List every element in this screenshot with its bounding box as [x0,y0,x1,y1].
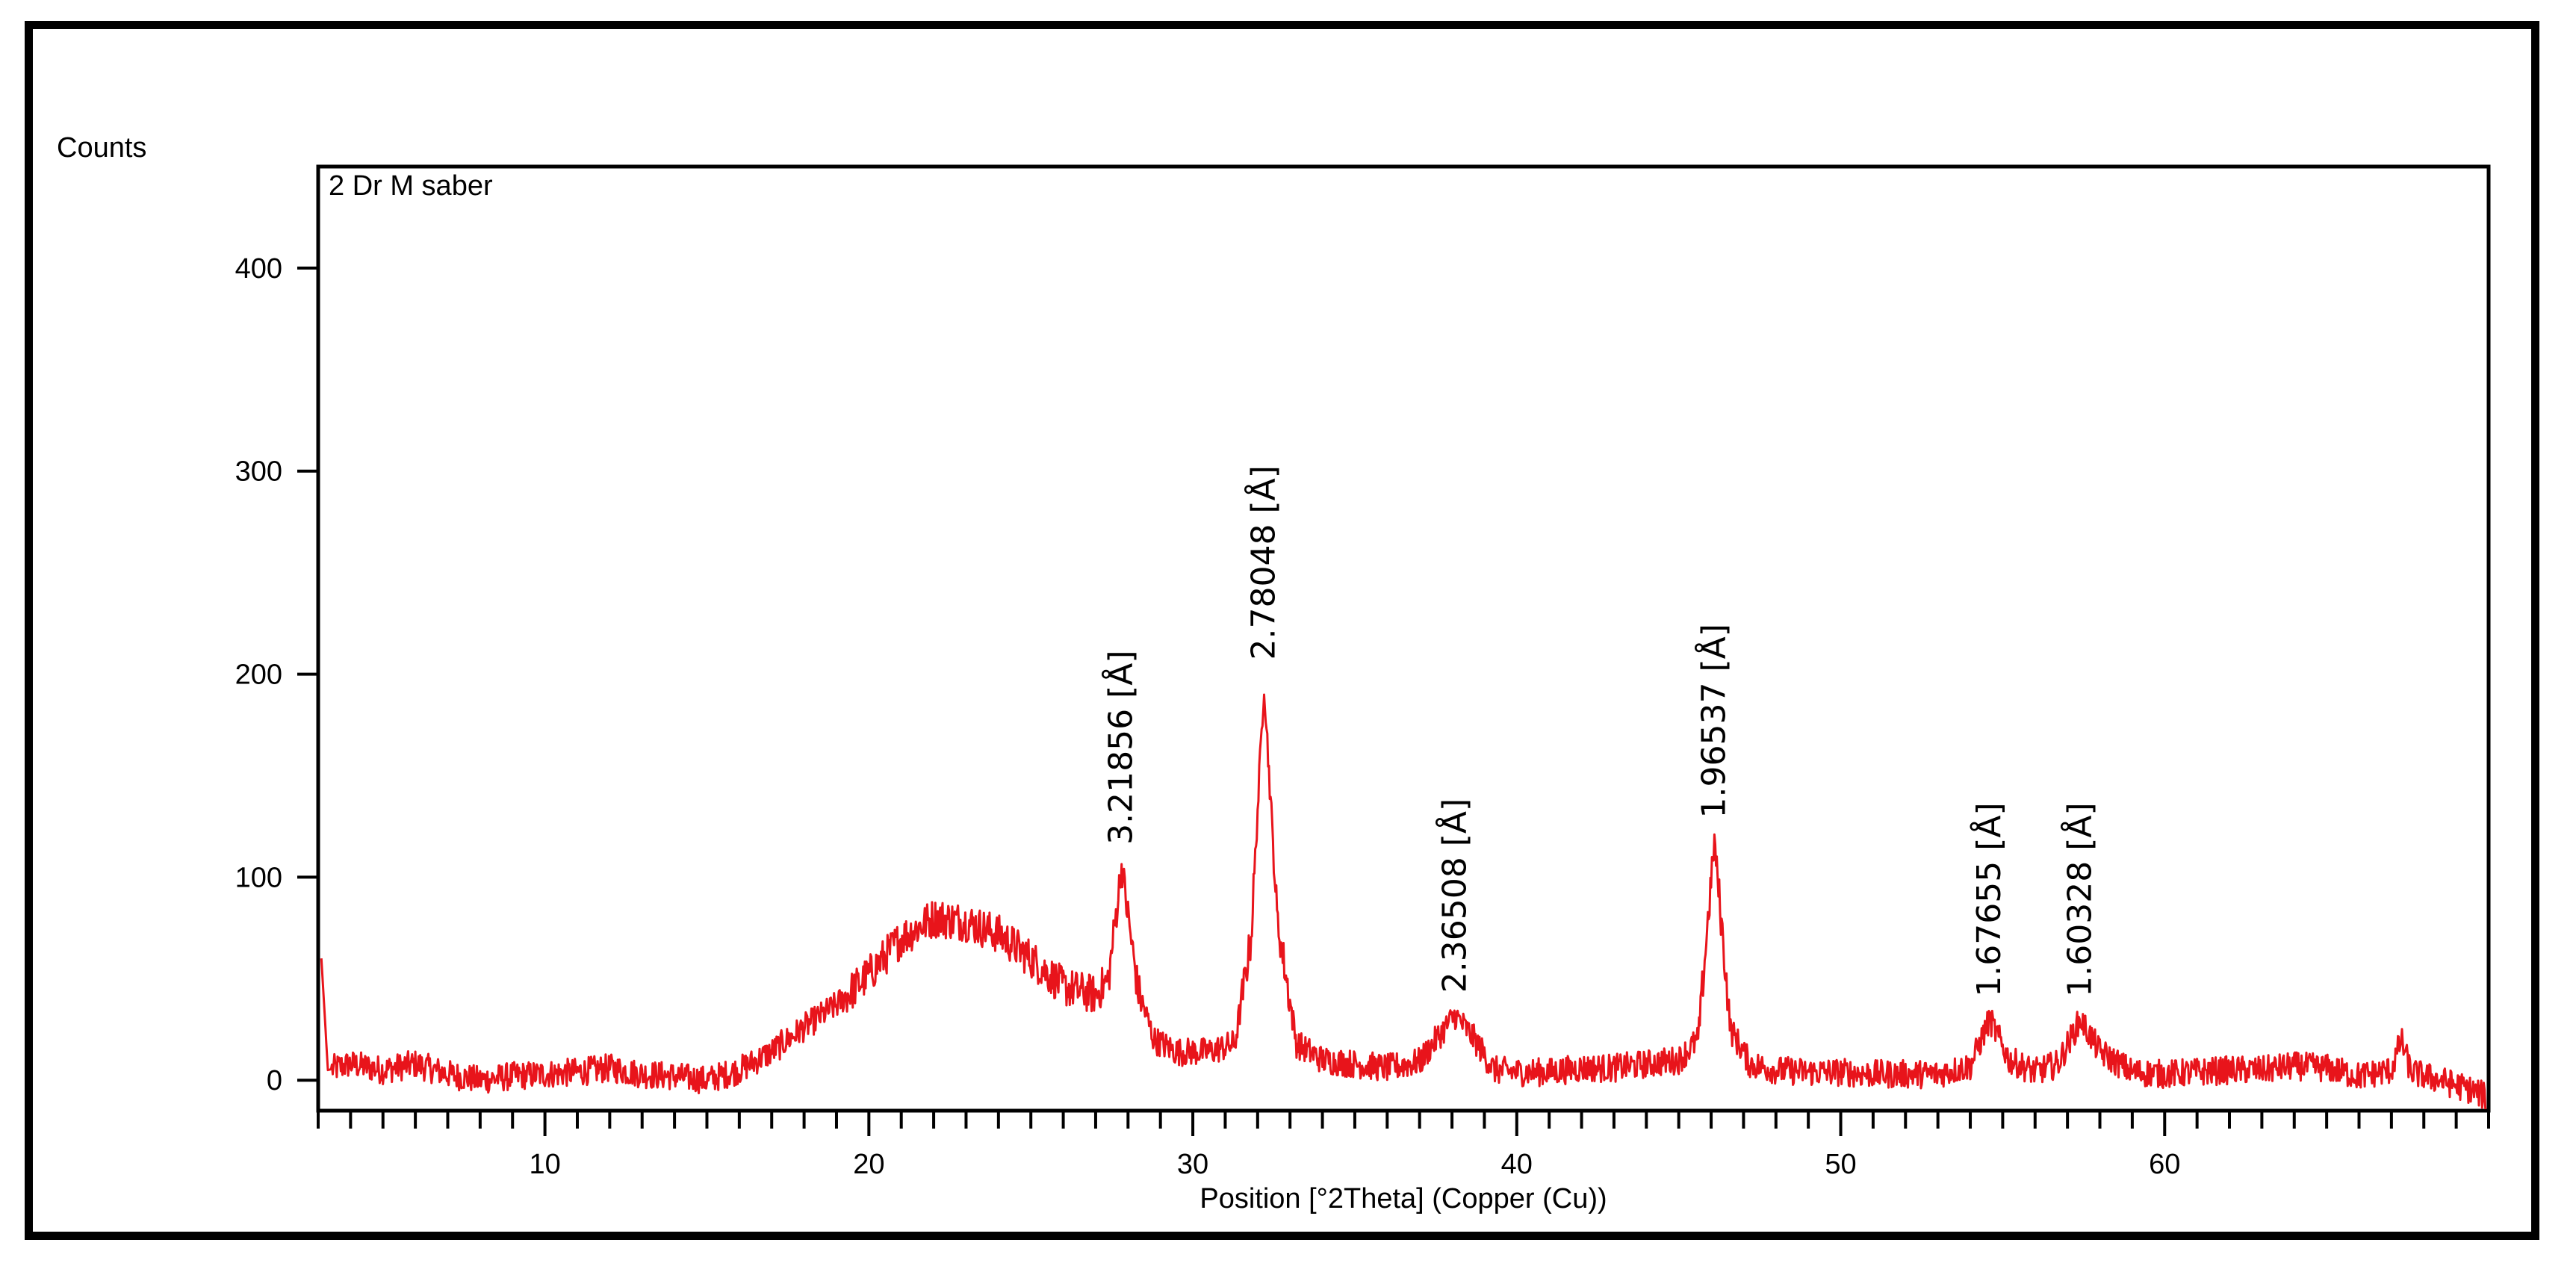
y-tick-label: 300 [235,456,282,488]
chart-frame: Counts 2 Dr M saber 0 100 200 300 400 10 20 30… [25,21,2539,1240]
y-axis-ticks: 0 100 200 300 400 [235,253,318,1096]
x-axis-ticks: 10 20 30 40 50 60 [317,1111,2490,1180]
peak-annotation-label: 1.96537 [Å] [1693,624,1733,818]
x-tick-label: 40 [1501,1149,1533,1180]
y-tick-label: 400 [235,253,282,285]
xrd-chart: Counts 2 Dr M saber 0 100 200 300 400 10 20 30… [57,132,2491,1214]
peak-annotations: 3.21856 [Å] 2.78048 [Å] 2.36508 [Å] 1.96537… [1101,465,2099,997]
plot-area-border [316,164,2491,1113]
peak-annotation-label: 3.21856 [Å] [1101,650,1140,844]
peak-annotation-label: 1.67655 [Å] [1969,802,2008,996]
x-tick-label: 50 [1825,1149,1856,1180]
x-tick-label: 30 [1177,1149,1208,1180]
y-tick-label: 100 [235,862,282,893]
y-axis-title: Counts [57,132,146,164]
y-tick-label: 200 [235,660,282,691]
x-tick-label: 60 [2149,1149,2180,1180]
peak-annotation-label: 1.60328 [Å] [2059,802,2099,996]
diffraction-pattern-line [320,693,2487,1110]
x-tick-label: 10 [529,1149,560,1180]
peak-annotation-label: 2.78048 [Å] [1243,465,1282,660]
y-tick-label: 0 [267,1065,282,1096]
x-axis-title: Position [°2Theta] (Copper (Cu)) [1199,1183,1607,1214]
sample-name: 2 Dr M saber [329,170,493,202]
x-tick-label: 20 [853,1149,884,1180]
peak-annotation-label: 2.36508 [Å] [1434,798,1474,993]
